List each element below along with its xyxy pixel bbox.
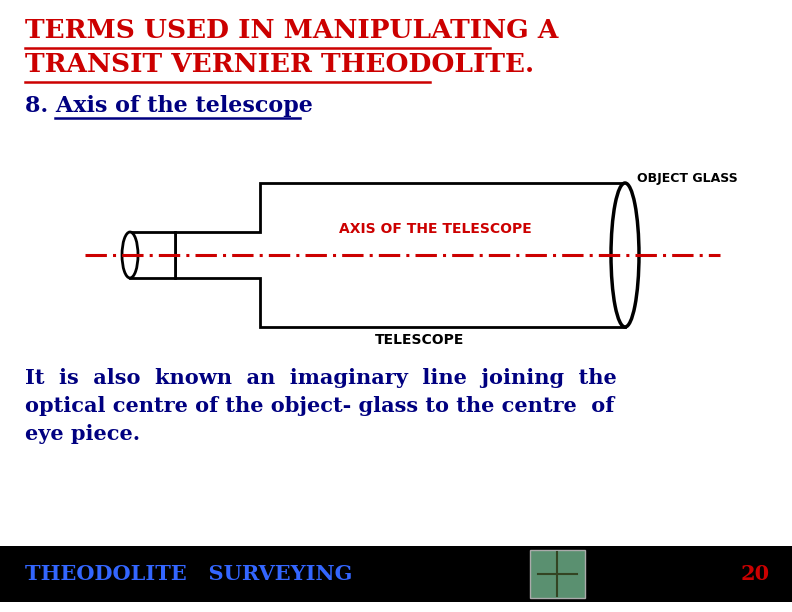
Text: THEODOLITE   SURVEYING: THEODOLITE SURVEYING (25, 564, 352, 584)
Text: TERMS USED IN MANIPULATING A: TERMS USED IN MANIPULATING A (25, 18, 558, 43)
Text: 20: 20 (741, 564, 770, 584)
Text: AXIS OF THE TELESCOPE: AXIS OF THE TELESCOPE (339, 222, 531, 236)
Text: OBJECT GLASS: OBJECT GLASS (637, 172, 738, 185)
Text: It  is  also  known  an  imaginary  line  joining  the: It is also known an imaginary line joini… (25, 368, 617, 388)
Text: TELESCOPE: TELESCOPE (375, 333, 465, 347)
Ellipse shape (122, 232, 138, 278)
Bar (530, 550, 585, 598)
Text: optical centre of the object- glass to the centre  of: optical centre of the object- glass to t… (25, 396, 615, 416)
Polygon shape (175, 183, 625, 327)
Text: eye piece.: eye piece. (25, 424, 140, 444)
Text: TRANSIT VERNIER THEODOLITE.: TRANSIT VERNIER THEODOLITE. (25, 52, 534, 77)
Text: 8. Axis of the telescope: 8. Axis of the telescope (25, 95, 313, 117)
Bar (0, 546, 792, 602)
Polygon shape (130, 232, 175, 278)
Ellipse shape (611, 183, 639, 327)
